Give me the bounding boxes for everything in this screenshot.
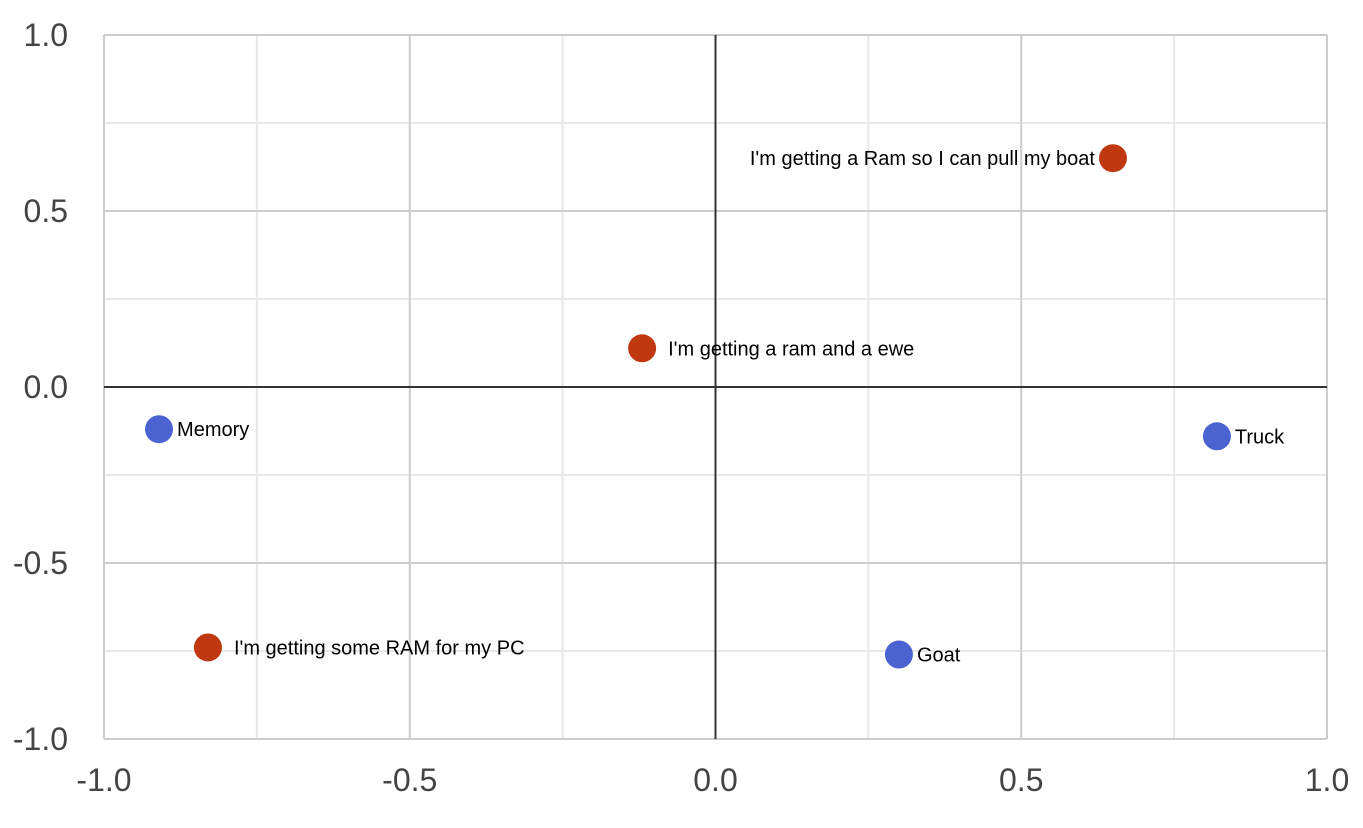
data-points: Memory Truck Goat I'm getting a Ram so I ca…	[145, 144, 1285, 669]
data-point	[884, 640, 913, 669]
data-point-label: Goat	[917, 645, 961, 667]
x-tick-label: -0.5	[382, 762, 437, 798]
y-tick-label: 0.0	[24, 369, 68, 405]
axes	[104, 35, 1327, 739]
y-tick-label: -0.5	[13, 545, 68, 581]
data-point-label: Truck	[1235, 426, 1285, 448]
data-point-label: I'm getting some RAM for my PC	[234, 637, 525, 659]
data-point	[145, 415, 174, 444]
x-tick-label: 0.5	[999, 762, 1043, 798]
data-point	[193, 633, 222, 662]
x-tick-label: 1.0	[1305, 762, 1349, 798]
y-tick-label: -1.0	[13, 721, 68, 757]
data-point	[1098, 144, 1127, 173]
data-point-label: I'm getting a ram and a ewe	[668, 338, 914, 360]
y-tick-label: 1.0	[24, 17, 68, 53]
x-tick-label: 0.0	[693, 762, 737, 798]
x-tick-label: -1.0	[76, 762, 131, 798]
data-point-label: Memory	[177, 419, 249, 441]
data-point	[628, 334, 657, 363]
tick-labels: -1.0 -0.5 0.0 0.5 1.0 1.0 0.5 0.0 -0.5 -1.0	[13, 17, 1349, 798]
data-point-label: I'm getting a Ram so I can pull my boat	[750, 148, 1096, 170]
data-point	[1202, 422, 1231, 451]
y-tick-label: 0.5	[24, 193, 68, 229]
